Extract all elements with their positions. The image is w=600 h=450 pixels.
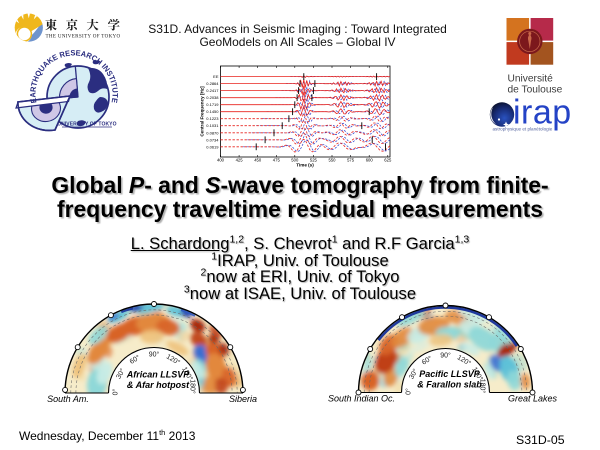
svg-text:30°: 30° <box>115 367 127 380</box>
svg-text:0.1031: 0.1031 <box>206 123 219 128</box>
svg-text:500: 500 <box>291 158 299 163</box>
svg-text:450: 450 <box>254 158 262 163</box>
svg-text:Siberia: Siberia <box>229 394 257 404</box>
svg-text:0.1719: 0.1719 <box>206 102 219 107</box>
svg-text:astrophysique et planétologie: astrophysique et planétologie <box>493 127 553 132</box>
svg-text:0.2864: 0.2864 <box>206 81 219 86</box>
svg-text:irap: irap <box>513 95 572 132</box>
svg-text:0°: 0° <box>112 388 120 395</box>
svg-text:0.0870: 0.0870 <box>206 130 219 135</box>
svg-text:90°: 90° <box>440 352 451 360</box>
svg-text:& Farallon slab: & Farallon slab <box>417 380 482 390</box>
svg-text:Université: Université <box>508 74 554 85</box>
svg-text:0°: 0° <box>405 388 413 395</box>
svg-text:180°: 180° <box>189 379 197 394</box>
svg-text:0.2417: 0.2417 <box>206 88 219 93</box>
svg-text:de Toulouse: de Toulouse <box>508 85 563 96</box>
svg-text:90°: 90° <box>149 351 160 359</box>
svg-text:African LLSVP: African LLSVP <box>126 370 191 380</box>
svg-text:UNIVERSITY OF TOKYO: UNIVERSITY OF TOKYO <box>57 122 116 128</box>
svg-text:60°: 60° <box>420 354 433 366</box>
svg-text:EE: EE <box>213 74 219 79</box>
svg-text:625: 625 <box>384 158 392 163</box>
svg-text:0.0619: 0.0619 <box>206 144 219 149</box>
svg-text:0.1223: 0.1223 <box>206 116 219 121</box>
svg-text:180°: 180° <box>479 379 487 394</box>
svg-text:475: 475 <box>273 158 281 163</box>
svg-text:425: 425 <box>236 158 244 163</box>
svg-text:South Indian Oc.: South Indian Oc. <box>328 394 395 404</box>
svg-text:& Afar hotpost: & Afar hotpost <box>127 380 190 390</box>
svg-text:Time (s): Time (s) <box>296 163 314 168</box>
svg-text:600: 600 <box>366 158 374 163</box>
svg-text:575: 575 <box>347 158 355 163</box>
svg-text:Central Frequency [Hz]: Central Frequency [Hz] <box>200 86 205 137</box>
svg-text:550: 550 <box>329 158 337 163</box>
svg-text:THE UNIVERSITY OF TOKYO: THE UNIVERSITY OF TOKYO <box>46 34 121 39</box>
svg-text:0.1450: 0.1450 <box>206 109 219 114</box>
svg-text:400: 400 <box>217 158 225 163</box>
svg-text:60°: 60° <box>128 353 141 365</box>
svg-text:Great Lakes: Great Lakes <box>508 394 558 404</box>
svg-text:Pacific LLSVP: Pacific LLSVP <box>419 369 481 379</box>
svg-text:0.0734: 0.0734 <box>206 137 219 142</box>
svg-text:0.2038: 0.2038 <box>206 95 219 100</box>
svg-text:525: 525 <box>310 158 318 163</box>
svg-text:South Am.: South Am. <box>47 394 89 404</box>
